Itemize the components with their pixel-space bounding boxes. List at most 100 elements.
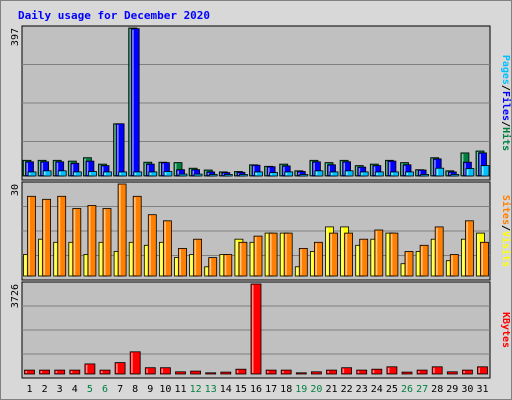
- bar-highlight: [255, 237, 257, 275]
- bar-kbytes-day-1: [24, 369, 35, 375]
- bar-body: [268, 232, 278, 277]
- bar-body: [295, 372, 307, 375]
- bar-highlight: [372, 370, 375, 373]
- bar-body: [386, 366, 398, 375]
- bar-highlight: [237, 173, 240, 175]
- bar-pages-day-27: [420, 174, 430, 177]
- x-tick-label-20: 20: [310, 384, 322, 395]
- bar-highlight: [222, 173, 225, 175]
- bar-sites-day-14: [223, 254, 233, 277]
- bar-pages-day-20: [314, 170, 324, 177]
- bar-highlight: [281, 234, 283, 275]
- bar-highlight: [175, 258, 177, 275]
- bar-body: [133, 171, 143, 177]
- bar-highlight: [39, 161, 41, 175]
- bar-kbytes-day-22: [341, 367, 353, 375]
- bar-highlight: [346, 171, 348, 175]
- bar-kbytes-day-25: [386, 366, 398, 375]
- x-tick-label-16: 16: [250, 384, 262, 395]
- y-max-label: 397: [10, 28, 21, 46]
- bar-body: [87, 205, 97, 277]
- bar-pages-day-12: [193, 173, 203, 177]
- bar-highlight: [44, 171, 46, 175]
- x-tick-label-4: 4: [72, 384, 78, 395]
- bar-highlight: [419, 171, 421, 175]
- bar-highlight: [56, 162, 59, 175]
- x-axis-labels: 1 2 3 4 5 6 7 8 9 10 11 12 13 14 15 16 17 18 19 20 21 22 23 24 2…: [26, 384, 488, 395]
- bar-highlight: [404, 165, 406, 175]
- bar-highlight: [190, 255, 193, 275]
- bar-highlight: [26, 162, 28, 175]
- bar-highlight: [179, 249, 181, 275]
- bar-highlight: [391, 172, 393, 175]
- bar-highlight: [417, 252, 419, 275]
- bar-highlight: [466, 221, 468, 275]
- bar-highlight: [220, 255, 223, 275]
- bar-pages-day-30: [465, 168, 475, 177]
- bar-highlight: [402, 264, 404, 275]
- bar-pages-day-29: [450, 174, 460, 177]
- bar-body: [344, 170, 354, 177]
- bar-highlight: [373, 166, 376, 175]
- bar-highlight: [220, 172, 222, 175]
- bar-highlight: [342, 368, 345, 373]
- bar-highlight: [71, 164, 74, 175]
- bar-body: [129, 351, 141, 375]
- bar-body: [175, 371, 186, 375]
- bar-highlight: [25, 371, 27, 373]
- bar-sites-day-26: [404, 251, 414, 277]
- bar-highlight: [345, 234, 348, 275]
- bar-pages-day-15: [238, 174, 248, 177]
- bar-kbytes-day-27: [416, 369, 428, 375]
- bar-kbytes-day-6: [99, 369, 111, 375]
- bar-body: [434, 226, 444, 277]
- bar-body: [27, 171, 37, 177]
- bar-kbytes-day-5: [84, 363, 96, 375]
- bar-sites-day-22: [344, 232, 354, 277]
- bar-highlight: [235, 172, 237, 175]
- bar-highlight: [371, 165, 373, 175]
- bar-highlight: [175, 163, 177, 175]
- bar-highlight: [386, 234, 389, 275]
- bar-body: [102, 208, 112, 277]
- bar-highlight: [252, 285, 254, 373]
- bar-highlight: [436, 169, 439, 175]
- bar-highlight: [401, 163, 403, 175]
- bar-sites-day-13: [208, 257, 218, 277]
- bar-kbytes-day-2: [39, 369, 50, 375]
- bar-sites-day-30: [464, 220, 474, 277]
- bar-body: [162, 220, 172, 277]
- bar-body: [374, 171, 384, 177]
- bar-body: [265, 369, 277, 375]
- bar-body: [329, 232, 338, 277]
- bar-kbytes-day-21: [326, 369, 337, 375]
- bar-sites-day-29: [449, 254, 459, 277]
- bar-highlight: [149, 172, 152, 175]
- bar-highlight: [326, 227, 328, 275]
- x-tick-label-3: 3: [57, 384, 63, 395]
- bar-body: [389, 232, 399, 277]
- bar-highlight: [104, 209, 106, 275]
- x-tick-label-29: 29: [446, 384, 458, 395]
- legend-entry: Hits: [500, 127, 512, 151]
- bar-highlight: [436, 227, 438, 275]
- bar-sites-day-4: [72, 208, 82, 277]
- bar-highlight: [283, 166, 285, 175]
- bar-highlight: [41, 162, 44, 175]
- bar-highlight: [416, 170, 419, 175]
- bar-highlight: [177, 170, 179, 175]
- bar-body: [114, 362, 126, 375]
- bar-body: [314, 170, 324, 177]
- chart-title: Daily usage for December 2020: [18, 9, 210, 22]
- bar-body: [223, 174, 233, 177]
- bar-highlight: [115, 252, 117, 275]
- bar-highlight: [88, 206, 91, 275]
- bar-body: [269, 172, 279, 177]
- bar-highlight: [266, 234, 268, 275]
- bar-highlight: [285, 172, 288, 175]
- x-tick-label-12: 12: [190, 384, 202, 395]
- x-tick-label-13: 13: [205, 384, 217, 395]
- bar-kbytes-day-13: [205, 372, 217, 375]
- x-tick-label-8: 8: [132, 384, 138, 395]
